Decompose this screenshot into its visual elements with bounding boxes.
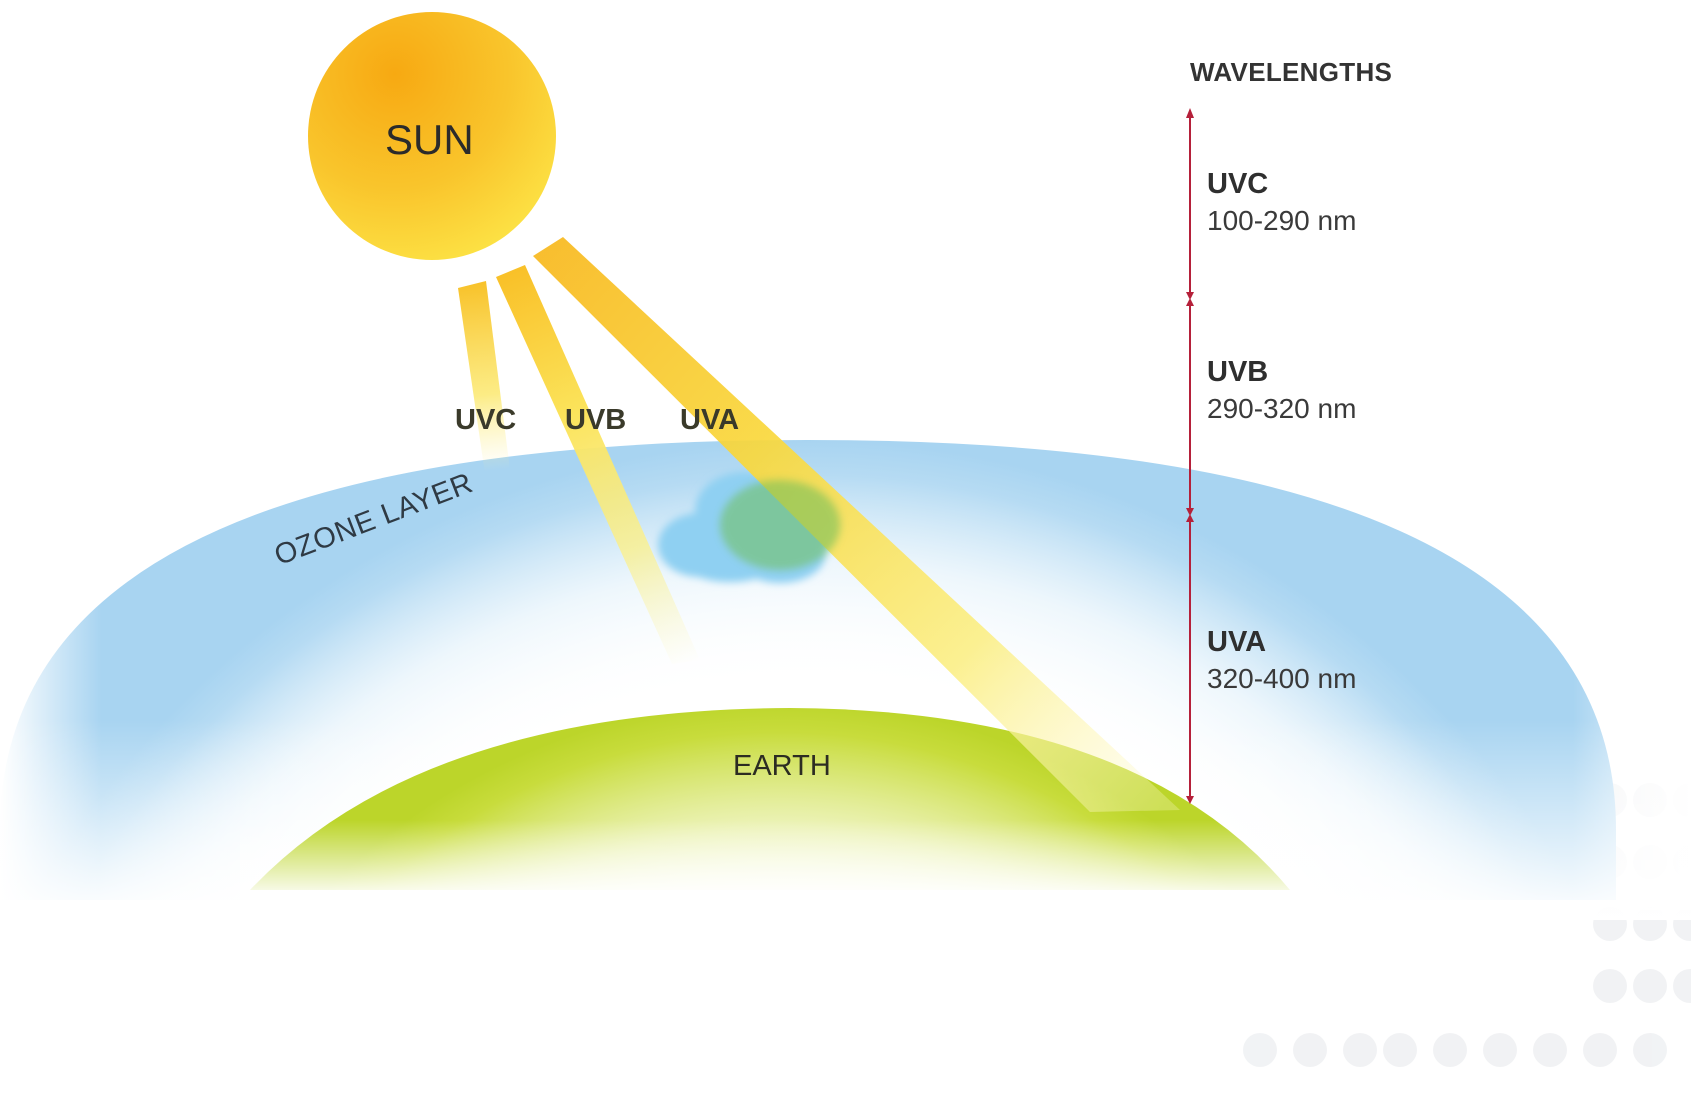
band-range-uvc: 100-290 nm bbox=[1207, 205, 1357, 236]
band-name-uvc: UVC bbox=[1207, 168, 1269, 200]
band-name-uvb: UVB bbox=[1207, 356, 1269, 388]
earth-label: EARTH bbox=[733, 750, 831, 782]
sun-label: SUN bbox=[385, 116, 474, 163]
uva-ray bbox=[533, 237, 1180, 812]
band-range-uva: 320-400 nm bbox=[1207, 663, 1357, 694]
earth bbox=[240, 708, 1300, 900]
wavelengths-title: WAVELENGTHS bbox=[1190, 57, 1393, 87]
wavelength-scale bbox=[1186, 108, 1194, 804]
band-range-uvb: 290-320 nm bbox=[1207, 393, 1357, 424]
uv-rays bbox=[458, 237, 1180, 812]
ray-label-uvb: UVB bbox=[565, 404, 627, 436]
ray-label-uva: UVA bbox=[680, 404, 740, 436]
band-name-uva: UVA bbox=[1207, 626, 1267, 658]
ray-label-uvc: UVC bbox=[455, 404, 517, 436]
uvb-ray bbox=[496, 265, 700, 664]
uvc-ray bbox=[458, 281, 510, 474]
sun bbox=[308, 12, 556, 260]
cloud-shadow bbox=[720, 480, 840, 570]
